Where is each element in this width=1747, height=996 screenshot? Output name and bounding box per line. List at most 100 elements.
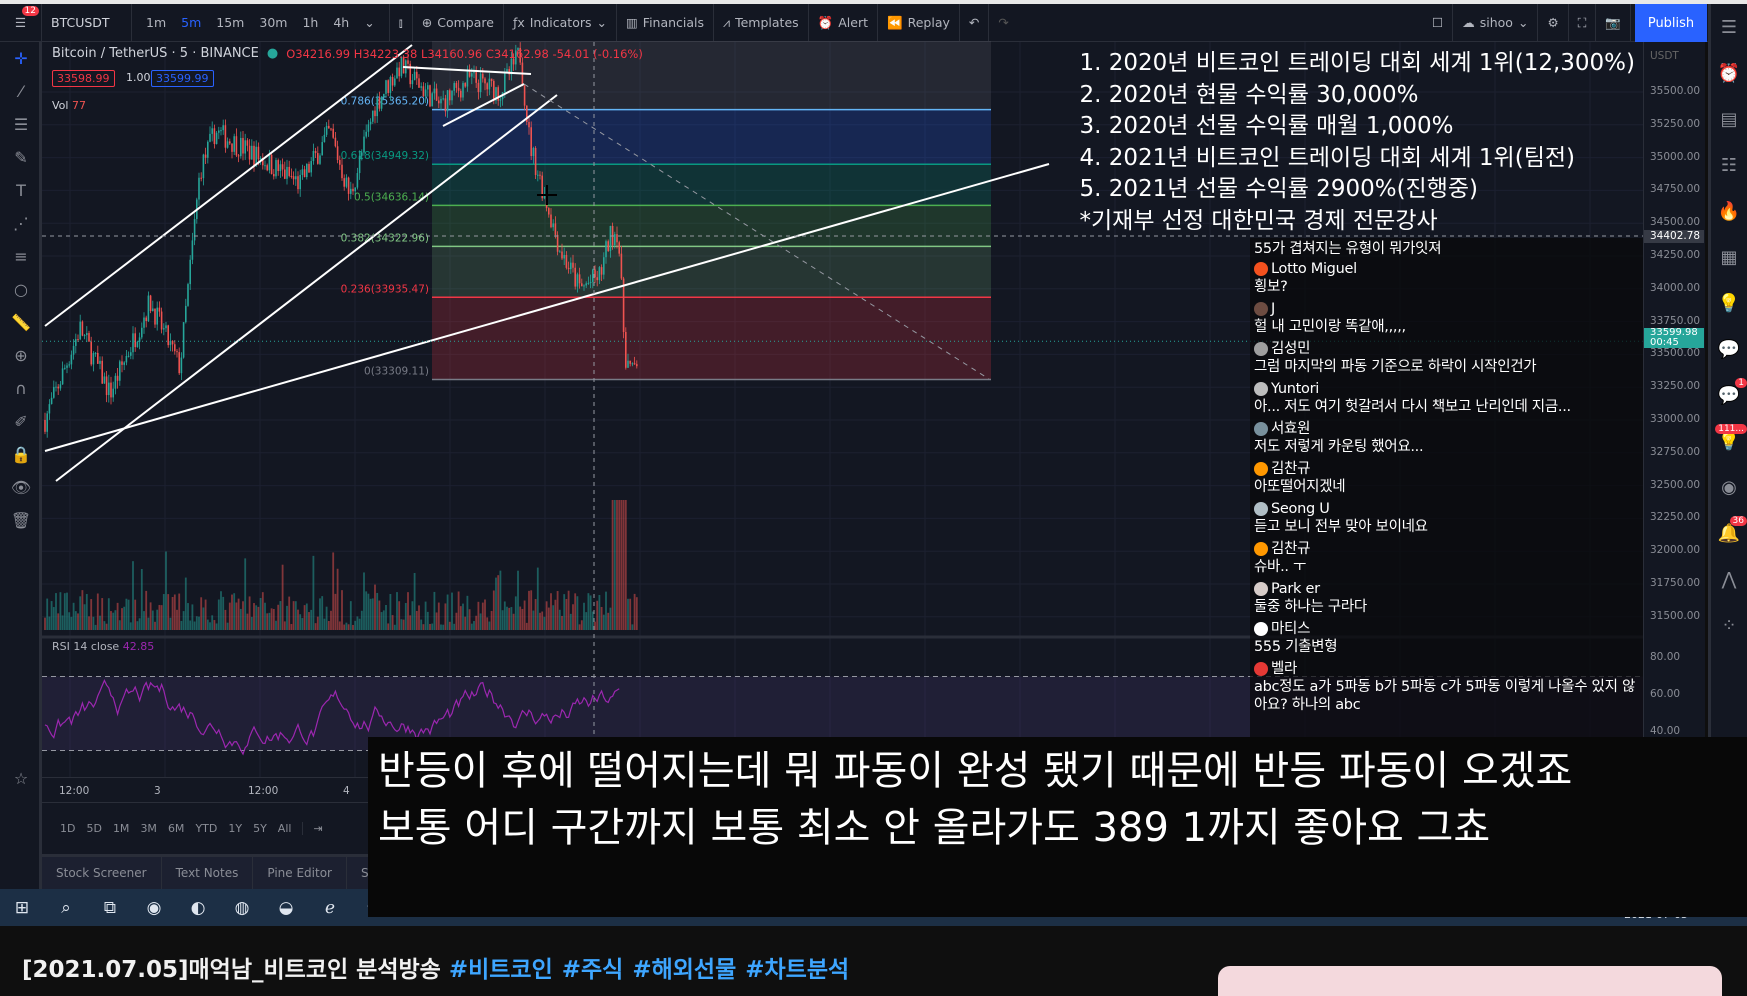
- chat-private-button[interactable]: 💬 1: [1711, 372, 1747, 418]
- lightbulb-button[interactable]: 💡: [1711, 280, 1747, 326]
- chat-author: Yuntori: [1254, 380, 1571, 398]
- tool-brush[interactable]: ✎: [0, 141, 42, 174]
- hotlist-button[interactable]: 🔥: [1711, 188, 1747, 234]
- price-tick-label: 34250.00: [1650, 249, 1701, 261]
- indicators-button[interactable]: ƒx Indicators ⌄: [504, 3, 617, 42]
- layout-name-dropdown[interactable]: ☁ sihoo ⌄: [1453, 3, 1539, 42]
- price-tick-label: 32250.00: [1650, 511, 1701, 524]
- timeframe-1h[interactable]: 1h: [302, 15, 319, 30]
- price-tick-label: 35250.00: [1650, 117, 1701, 130]
- thumbnail-image[interactable]: [1218, 966, 1722, 996]
- menu-button[interactable]: ☰ 12: [0, 3, 42, 42]
- tool-pattern[interactable]: ⋰: [0, 207, 42, 240]
- tool-eye[interactable]: 👁: [0, 471, 42, 504]
- price-axis[interactable]: USDT 35500.00 35250.00 35000.00 34750.00 3450…: [1643, 42, 1705, 777]
- tool-prediction[interactable]: ≡: [0, 240, 42, 273]
- sell-price[interactable]: 33598.99: [52, 70, 115, 87]
- subtitle-line-2: 보통 어디 구간까지 보통 최소 안 올라가도 389 1까지 좋아요 그쵸: [378, 805, 1491, 851]
- chat-author-name: Yuntori: [1271, 381, 1320, 397]
- symbol-search[interactable]: BTCUSDT: [42, 3, 132, 42]
- range-3M[interactable]: 3M: [140, 822, 157, 835]
- chrome-taskbar-button[interactable]: ◉: [132, 889, 176, 926]
- windows-start-taskbar-button[interactable]: ⊞: [0, 889, 44, 926]
- tab-text-notes[interactable]: Text Notes: [162, 857, 254, 889]
- goto-date-icon[interactable]: ⇥: [302, 822, 323, 835]
- range-1Y[interactable]: 1Y: [228, 822, 243, 835]
- layout-button[interactable]: ☐: [1423, 3, 1454, 42]
- tab-pine-editor[interactable]: Pine Editor: [253, 857, 347, 889]
- calendar-list-button[interactable]: ☷: [1711, 142, 1747, 188]
- timeframe-4h[interactable]: 4h: [333, 15, 350, 30]
- templates-icon: ⩘: [723, 14, 731, 30]
- timeframe-30m[interactable]: 30m: [259, 15, 288, 30]
- tool-text[interactable]: T: [0, 174, 42, 207]
- ie-taskbar-button[interactable]: ℯ: [308, 889, 352, 926]
- templates-button[interactable]: ⩘ Templates: [714, 3, 809, 42]
- timeframe-1m[interactable]: 1m: [146, 15, 167, 30]
- timeframe-5m[interactable]: 5m: [181, 15, 202, 30]
- chat-icon: 💬: [1717, 338, 1741, 360]
- edge-taskbar-button[interactable]: ◐: [176, 889, 220, 926]
- templates-label: Templates: [735, 15, 799, 30]
- undo-button[interactable]: ↶: [960, 3, 990, 42]
- range-6M[interactable]: 6M: [167, 822, 185, 835]
- range-All[interactable]: All: [277, 822, 292, 835]
- news-button[interactable]: ▤: [1711, 96, 1747, 142]
- cloud-icon: ☁: [1462, 15, 1475, 30]
- compare-button[interactable]: ⊕ Compare: [413, 3, 504, 42]
- hashtag-link[interactable]: #해외선물: [632, 957, 737, 983]
- avatar: [1254, 542, 1268, 556]
- chat-text: 횡보?: [1254, 279, 1288, 295]
- settings-button[interactable]: ⚙: [1538, 3, 1569, 42]
- fullscreen-button[interactable]: ⛶: [1569, 3, 1597, 42]
- tool-fib[interactable]: ☰: [0, 108, 42, 141]
- replay-button[interactable]: ⏪ Replay: [878, 3, 960, 42]
- drawing-toolbar: ✛ ⁄ ☰ ✎ T ⋰ ≡ ○ 📏 ⊕ ∩ ✐ 🔒 👁 🗑 ☆: [0, 42, 42, 889]
- tab-stock-screener[interactable]: Stock Screener: [42, 857, 162, 889]
- trend-button[interactable]: ⋀: [1711, 556, 1747, 602]
- plus-circle-icon: ⊕: [421, 15, 433, 30]
- app-taskbar-button[interactable]: ◒: [264, 889, 308, 926]
- broadcast-button[interactable]: ◉: [1711, 464, 1747, 510]
- firefox-taskbar-button[interactable]: ◍: [220, 889, 264, 926]
- chat-text: 슈바.. ㅜ: [1254, 559, 1307, 575]
- hashtag-link[interactable]: #주식: [561, 957, 624, 983]
- tool-favorites[interactable]: ☆: [0, 762, 42, 795]
- chat-button[interactable]: 💬: [1711, 326, 1747, 372]
- range-5D[interactable]: 5D: [86, 822, 102, 835]
- tool-ruler[interactable]: 📏: [0, 306, 42, 339]
- buy-price[interactable]: 33599.99: [151, 70, 214, 87]
- tool-lock-drawing[interactable]: ✐: [0, 405, 42, 438]
- tool-zoom[interactable]: ⊕: [0, 339, 42, 372]
- range-YTD[interactable]: YTD: [195, 822, 218, 835]
- chart-type-button[interactable]: ⫾: [390, 3, 413, 42]
- tool-magnet[interactable]: ∩: [0, 372, 42, 405]
- grid-button[interactable]: ⁘: [1711, 602, 1747, 648]
- redo-button[interactable]: ↷: [989, 4, 1017, 42]
- search-taskbar-button[interactable]: ⌕: [44, 889, 88, 926]
- tool-crosshair[interactable]: ✛: [0, 42, 42, 75]
- publish-button[interactable]: Publish: [1635, 4, 1707, 42]
- tool-trash[interactable]: 🗑: [0, 504, 42, 537]
- hashtag-link[interactable]: #차트분석: [745, 957, 850, 983]
- tool-lock[interactable]: 🔒: [0, 438, 42, 471]
- financials-button[interactable]: ▥ Financials: [617, 3, 715, 42]
- range-5Y[interactable]: 5Y: [253, 822, 267, 835]
- snapshot-button[interactable]: 📷: [1596, 3, 1631, 42]
- alarm-button[interactable]: ⏰: [1711, 50, 1747, 96]
- alert-button[interactable]: ⏰ Alert: [809, 3, 879, 42]
- hashtag-link[interactable]: #비트코인: [448, 957, 553, 983]
- range-1D[interactable]: 1D: [60, 822, 76, 835]
- timeframe-15m[interactable]: 15m: [216, 15, 245, 30]
- range-1M[interactable]: 1M: [112, 822, 130, 835]
- task-view-taskbar-button[interactable]: ⧉: [88, 889, 132, 926]
- calendar-button[interactable]: ▦: [1711, 234, 1747, 280]
- chat-message: Seong U 듣고 보니 전부 맞아 보이네요: [1254, 500, 1428, 536]
- watchlist-button[interactable]: ☰: [1711, 4, 1747, 50]
- tool-circle[interactable]: ○: [0, 273, 42, 306]
- task-view-icon: ⧉: [103, 897, 117, 918]
- ideas-stream-button[interactable]: 💡 111...: [1711, 418, 1747, 464]
- bell-button[interactable]: 🔔 36: [1711, 510, 1747, 556]
- tool-trendline[interactable]: ⁄: [0, 75, 42, 108]
- ohlc-values: O34216.99 H34223.38 L34160.96 C34162.98 …: [286, 46, 643, 61]
